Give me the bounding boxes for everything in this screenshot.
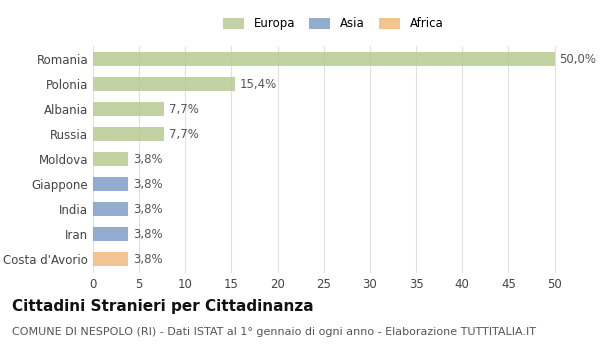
Text: Cittadini Stranieri per Cittadinanza: Cittadini Stranieri per Cittadinanza: [12, 299, 314, 314]
Bar: [93, 77, 235, 91]
Text: 3,8%: 3,8%: [133, 203, 163, 216]
Text: 15,4%: 15,4%: [240, 78, 277, 91]
Bar: [93, 52, 554, 66]
Bar: [93, 177, 128, 191]
Bar: [93, 152, 128, 166]
Text: 3,8%: 3,8%: [133, 253, 163, 266]
Bar: [93, 228, 128, 241]
Text: 7,7%: 7,7%: [169, 128, 199, 141]
Text: 3,8%: 3,8%: [133, 153, 163, 166]
Text: 50,0%: 50,0%: [559, 53, 596, 66]
Text: COMUNE DI NESPOLO (RI) - Dati ISTAT al 1° gennaio di ogni anno - Elaborazione TU: COMUNE DI NESPOLO (RI) - Dati ISTAT al 1…: [12, 327, 536, 337]
Text: 3,8%: 3,8%: [133, 228, 163, 241]
Legend: Europa, Asia, Africa: Europa, Asia, Africa: [223, 18, 443, 30]
Bar: [93, 127, 164, 141]
Bar: [93, 202, 128, 216]
Bar: [93, 252, 128, 266]
Bar: [93, 103, 164, 116]
Text: 3,8%: 3,8%: [133, 178, 163, 191]
Text: 7,7%: 7,7%: [169, 103, 199, 116]
